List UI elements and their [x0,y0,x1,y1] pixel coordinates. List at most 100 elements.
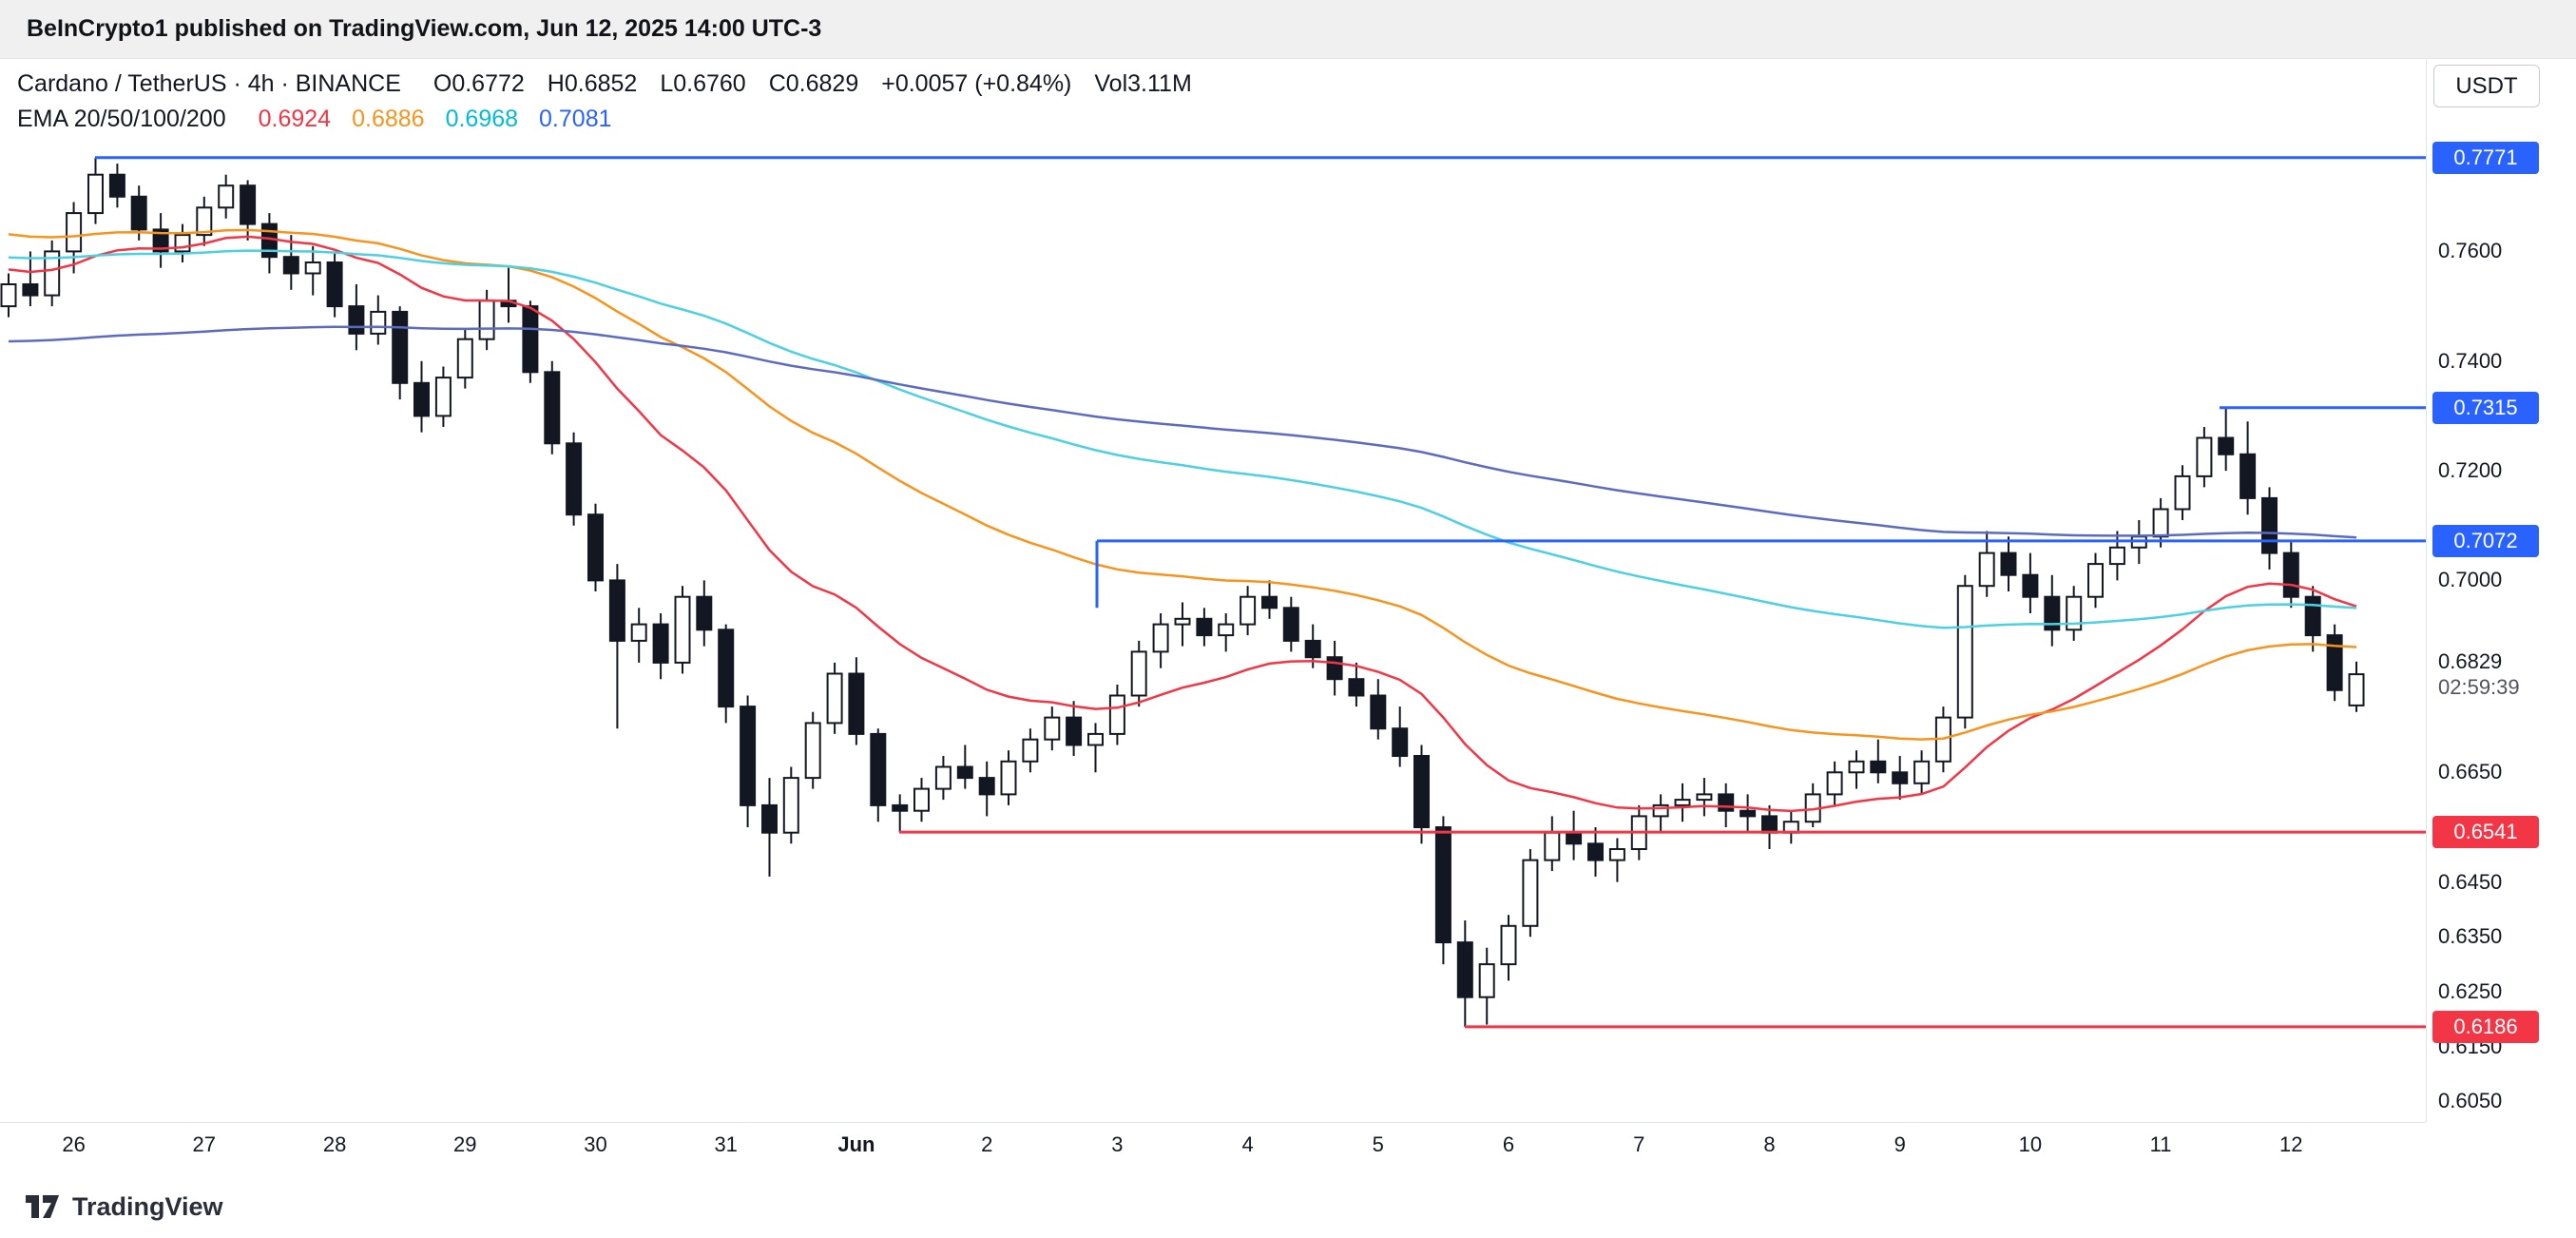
time-tick: Jun [837,1132,875,1156]
candle [1326,656,1343,681]
candle [956,765,973,780]
candle [2000,551,2017,576]
price-tick: 0.6250 [2438,979,2503,1003]
candle [196,206,213,237]
ohlc-open: O0.6772 [433,70,525,97]
candle [2152,508,2169,538]
candle [1652,803,1669,818]
candle [870,732,887,806]
time-tick: 9 [1894,1132,1906,1156]
candle [348,305,365,335]
candle [522,305,539,374]
ohlc-close: C0.6829 [768,70,859,97]
level-price-label: 0.7315 [2432,391,2539,424]
candle [1478,963,1495,998]
candle [2196,436,2213,477]
current-price-label: 0.6829 02:59:39 [2438,648,2520,700]
candle [22,283,39,297]
candle [587,513,604,582]
tradingview-logo[interactable]: TradingView [25,1192,223,1222]
ema-20-value: 0.6924 [258,106,332,132]
candle [304,261,321,275]
candle [2044,595,2061,631]
candle [87,173,104,215]
time-tick: 10 [2018,1132,2043,1156]
candle [913,787,930,812]
ema-100-value: 0.6968 [445,106,519,132]
candle [1218,623,1235,637]
candle [740,706,757,806]
price-axis[interactable]: 0.7600 0.7400 0.7200 0.7000 0.6650 0.6450 0.63… [2426,59,2576,1122]
time-tick: 2 [981,1132,993,1156]
candle [1544,831,1561,861]
candle [1370,694,1387,730]
candle [1392,727,1409,758]
ohlc-low: L0.6760 [660,70,746,97]
ema-20-line [8,235,2357,813]
candle [218,184,235,209]
candle [1826,771,1843,796]
candle [370,310,387,335]
change-value: +0.0057 (+0.84%) [881,70,1072,97]
candle [1696,793,1713,802]
currency-toggle-button[interactable]: USDT [2433,65,2540,107]
price-tick: 0.6350 [2438,924,2503,949]
candle [1196,617,1213,637]
candle [608,579,625,642]
candle [152,228,169,253]
price-tick: 0.7200 [2438,458,2503,483]
candle [1413,755,1430,828]
level-price-label: 0.6186 [2432,1010,2539,1043]
price-tick: 0.6050 [2438,1089,2503,1113]
time-axis[interactable]: 26 27 28 29 30 31 Jun 2 3 4 5 6 7 8 9 10 11 12 [0,1123,2426,1172]
candle [1566,831,1583,845]
price-tick: 0.6650 [2438,760,2503,784]
candle [1674,799,1691,806]
chart-canvas[interactable] [0,59,2426,1122]
candle [718,629,735,708]
candle [782,777,799,834]
candle [130,195,147,231]
candle [630,623,647,642]
candle [2174,474,2191,511]
time-tick: 6 [1502,1132,1515,1156]
candle [66,212,83,253]
ema-200-line [8,325,2357,539]
footer: TradingView [0,1175,2576,1238]
candle [1174,617,1191,626]
time-axis-separator [0,1122,2426,1123]
time-tick: 12 [2279,1132,2303,1156]
candle [1522,859,1539,927]
candle [2066,595,2083,631]
time-tick: 28 [322,1132,347,1156]
candle [1348,678,1365,697]
candle [1456,941,1473,998]
symbol-info-row: Cardano / TetherUS · 4h · BINANCE O0.677… [17,67,1215,102]
candle [392,310,409,384]
candle [0,283,17,308]
ema-200-value: 0.7081 [539,106,612,132]
candle [2240,453,2257,499]
volume-value: Vol3.11M [1094,70,1192,97]
price-tick: 0.7600 [2438,239,2503,263]
price-tick: 0.6450 [2438,869,2503,894]
candle [478,300,495,340]
candle [44,250,61,297]
candle [2282,551,2299,598]
candle [1848,760,1865,774]
candle [174,234,191,253]
time-tick: 8 [1763,1132,1776,1156]
candle [1087,732,1104,746]
candle [2261,496,2278,554]
current-price-value: 0.6829 [2438,649,2503,674]
candle [1913,760,1931,784]
candle [282,256,299,275]
candle [978,777,995,796]
candle [1718,793,1735,812]
candle [413,381,430,417]
candle [1870,760,1887,774]
candle [456,338,473,379]
candle [892,803,909,812]
candle [2218,436,2235,455]
candle [1282,607,1299,642]
